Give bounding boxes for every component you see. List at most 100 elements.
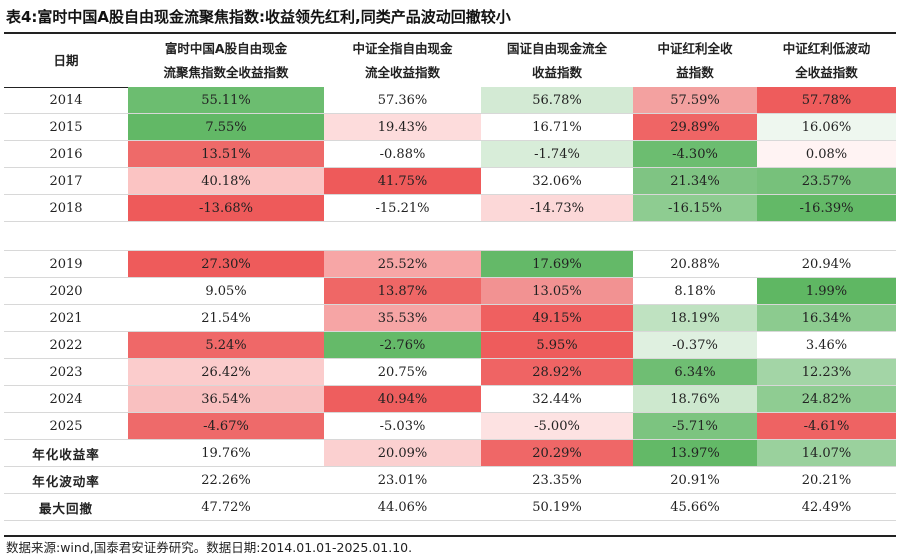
value-cell: 16.34% — [757, 304, 896, 332]
value-cell: 13.51% — [128, 140, 324, 168]
value-cell: 36.54% — [128, 385, 324, 413]
table-row: 2019 27.30% 25.52% 17.69% 20.88% 20.94% — [4, 250, 896, 278]
source-note: 数据来源:wind,国泰君安证券研究。数据日期:2014.01.01-2025.… — [6, 540, 413, 555]
value-cell: 40.18% — [128, 167, 324, 195]
header-col-4-line-1: 中证红利全收 — [657, 40, 733, 56]
value-cell: 40.94% — [324, 385, 481, 413]
value-cell: -5.03% — [324, 412, 481, 440]
value-cell: -15.21% — [324, 194, 481, 222]
row-label: 2017 — [4, 167, 128, 195]
value-cell: 20.09% — [324, 439, 481, 467]
value-cell: 26.42% — [128, 358, 324, 386]
row-label: 2022 — [4, 331, 128, 359]
table-row: 2020 9.05% 13.87% 13.05% 8.18% 1.99% — [4, 277, 896, 305]
value-cell: 6.34% — [633, 358, 757, 386]
value-cell: 20.21% — [757, 466, 896, 494]
value-cell: 42.49% — [757, 493, 896, 521]
header-col-1-line-2: 流聚焦指数全收益指数 — [163, 64, 289, 80]
table-title: 表4:富时中国A股自由现金流聚焦指数:收益领先红利,同类产品波动回撤较小 — [6, 8, 511, 26]
value-cell: 20.94% — [757, 250, 896, 278]
value-cell: 23.35% — [481, 466, 633, 494]
value-cell: -0.37% — [633, 331, 757, 359]
header-col-3-line-1: 国证自由现金流全 — [506, 40, 607, 56]
header-row: 日期 富时中国A股自由现金 流聚焦指数全收益指数 中证全指自由现金 流全收益指数 国… — [4, 34, 896, 87]
spacer-cell — [128, 221, 324, 251]
row-label: 2024 — [4, 385, 128, 413]
value-cell: 55.11% — [128, 87, 324, 114]
value-cell: -4.61% — [757, 412, 896, 440]
value-cell: 25.52% — [324, 250, 481, 278]
value-cell: 24.82% — [757, 385, 896, 413]
header-col-2-line-1: 中证全指自由现金 — [352, 40, 453, 56]
value-cell: 22.26% — [128, 466, 324, 494]
header-col-3-line-2: 收益指数 — [531, 64, 582, 80]
value-cell: 20.91% — [633, 466, 757, 494]
header-date: 日期 — [53, 52, 79, 68]
value-cell: 56.78% — [481, 87, 633, 114]
value-cell: -2.76% — [324, 331, 481, 359]
value-cell: 16.06% — [757, 113, 896, 141]
value-cell: 19.76% — [128, 439, 324, 467]
value-cell: 14.07% — [757, 439, 896, 467]
value-cell: 44.06% — [324, 493, 481, 521]
bottom-rule — [4, 535, 896, 537]
table-row: 2014 55.11% 57.36% 56.78% 57.59% 57.78% — [4, 87, 896, 114]
row-label: 2025 — [4, 412, 128, 440]
value-cell: 28.92% — [481, 358, 633, 386]
value-cell: -14.73% — [481, 194, 633, 222]
spacer-cell — [633, 221, 757, 251]
value-cell: 32.44% — [481, 385, 633, 413]
value-cell: 9.05% — [128, 277, 324, 305]
value-cell: 12.23% — [757, 358, 896, 386]
value-cell: 41.75% — [324, 167, 481, 195]
row-label: 2020 — [4, 277, 128, 305]
value-cell: -5.71% — [633, 412, 757, 440]
value-cell: 57.78% — [757, 87, 896, 114]
table-row: 2024 36.54% 40.94% 32.44% 18.76% 24.82% — [4, 385, 896, 413]
value-cell: 57.59% — [633, 87, 757, 114]
spacer-cell — [757, 221, 896, 251]
value-cell: 32.06% — [481, 167, 633, 195]
row-label: 2014 — [4, 87, 128, 114]
table-row: 2021 21.54% 35.53% 49.15% 18.19% 16.34% — [4, 304, 896, 332]
value-cell: 5.24% — [128, 331, 324, 359]
value-cell: -13.68% — [128, 194, 324, 222]
row-label: 2019 — [4, 250, 128, 278]
value-cell: -16.15% — [633, 194, 757, 222]
value-cell: 23.57% — [757, 167, 896, 195]
value-cell: 5.95% — [481, 331, 633, 359]
value-cell: 13.97% — [633, 439, 757, 467]
value-cell: 8.18% — [633, 277, 757, 305]
table-row: 2016 13.51% -0.88% -1.74% -4.30% 0.08% — [4, 140, 896, 168]
value-cell: 3.46% — [757, 331, 896, 359]
top-rule — [4, 32, 896, 34]
value-cell: 21.34% — [633, 167, 757, 195]
spacer-cell — [4, 221, 128, 251]
value-cell: 45.66% — [633, 493, 757, 521]
row-label: 最大回撤 — [4, 493, 128, 521]
table-row: 2015 7.55% 19.43% 16.71% 29.89% 16.06% — [4, 113, 896, 141]
value-cell: 18.19% — [633, 304, 757, 332]
header-col-3: 国证自由现金流全 收益指数 — [481, 34, 633, 87]
spacer-cell — [324, 221, 481, 251]
header-col-5-line-2: 全收益指数 — [795, 64, 858, 80]
row-label: 年化收益率 — [4, 439, 128, 467]
table-row: 2022 5.24% -2.76% 5.95% -0.37% 3.46% — [4, 331, 896, 359]
row-label: 年化波动率 — [4, 466, 128, 494]
value-cell: 21.54% — [128, 304, 324, 332]
value-cell: 20.75% — [324, 358, 481, 386]
returns-table: 日期 富时中国A股自由现金 流聚焦指数全收益指数 中证全指自由现金 流全收益指数 国… — [4, 34, 896, 521]
value-cell: 13.87% — [324, 277, 481, 305]
header-col-5: 中证红利低波动 全收益指数 — [757, 34, 896, 87]
value-cell: 20.88% — [633, 250, 757, 278]
header-col-1-line-1: 富时中国A股自由现金 — [164, 40, 288, 56]
value-cell: -0.88% — [324, 140, 481, 168]
header-col-2-line-2: 流全收益指数 — [364, 64, 440, 80]
table-row: 最大回撤 47.72% 44.06% 50.19% 45.66% 42.49% — [4, 493, 896, 521]
value-cell: 13.05% — [481, 277, 633, 305]
value-cell: 7.55% — [128, 113, 324, 141]
header-col-4-line-2: 益指数 — [676, 64, 714, 80]
value-cell: 18.76% — [633, 385, 757, 413]
table-row: 2017 40.18% 41.75% 32.06% 21.34% 23.57% — [4, 167, 896, 195]
